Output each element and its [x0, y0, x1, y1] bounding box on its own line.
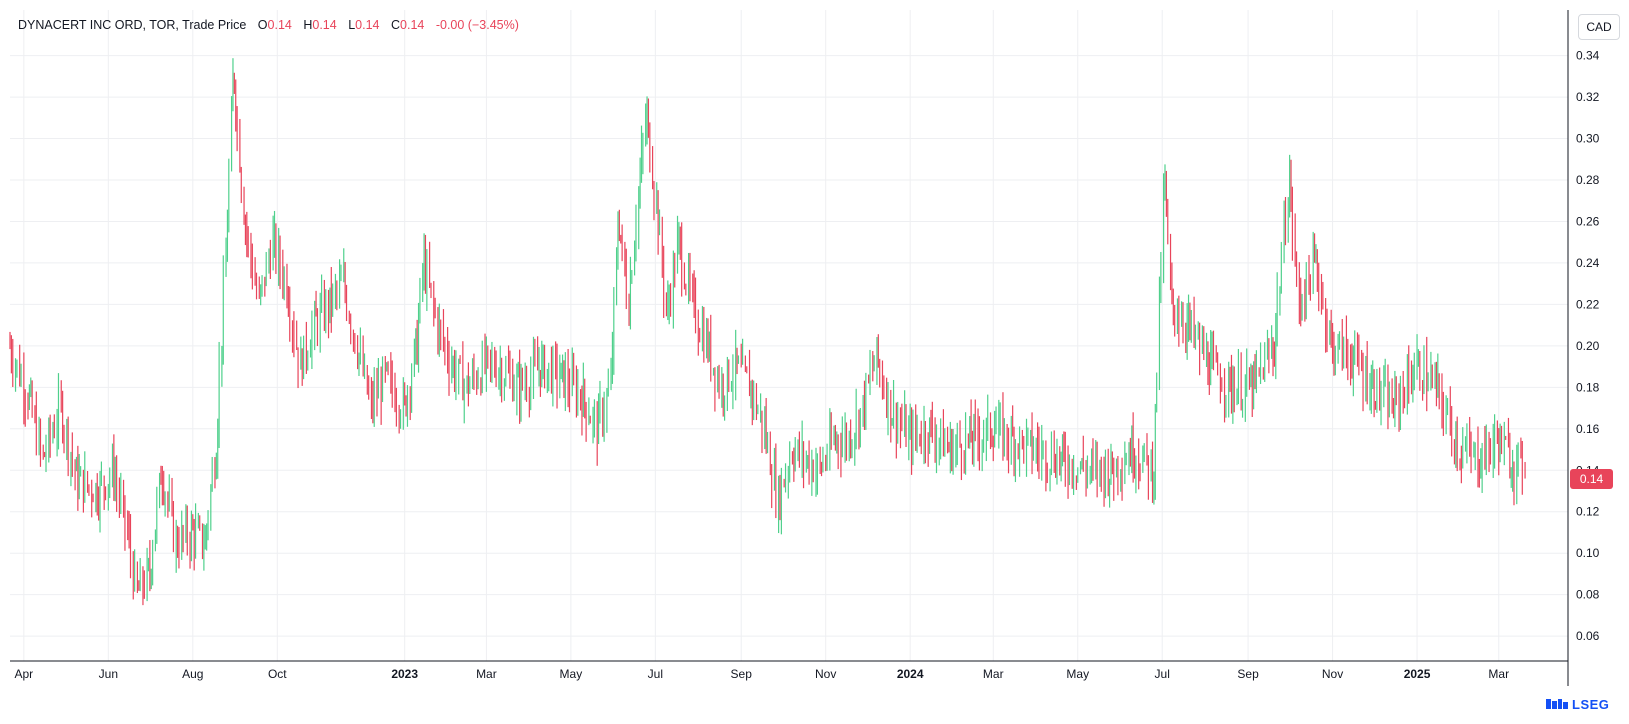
open-value: 0.14	[267, 18, 292, 32]
x-tick-label: 2025	[1404, 667, 1431, 681]
x-tick-label: May	[1066, 667, 1089, 681]
x-tick-label: 2023	[391, 667, 418, 681]
y-tick-label: 0.16	[1576, 422, 1600, 436]
close-label: C	[390, 18, 401, 32]
y-tick-label: 0.32	[1576, 90, 1600, 104]
x-tick-label: Jul	[648, 667, 663, 681]
currency-button[interactable]: CAD	[1578, 14, 1620, 40]
instrument-title: DYNACERT INC ORD, TOR, Trade Price	[18, 18, 247, 32]
change-value: -0.00 (−3.45%)	[435, 18, 519, 32]
chart-legend: DYNACERT INC ORD, TOR, Trade Price O0.14…	[18, 18, 519, 32]
y-tick-label: 0.30	[1576, 132, 1600, 146]
y-tick-label: 0.06	[1576, 629, 1600, 643]
x-tick-label: Sep	[1237, 667, 1259, 681]
x-tick-label: Apr	[15, 667, 34, 681]
x-tick-label: Sep	[731, 667, 753, 681]
x-tick-label: Nov	[1322, 667, 1343, 681]
y-tick-label: 0.22	[1576, 297, 1600, 311]
y-tick-label: 0.08	[1576, 588, 1600, 602]
y-tick-label: 0.28	[1576, 173, 1600, 187]
low-value: 0.14	[355, 18, 380, 32]
open-label: O	[257, 18, 268, 32]
last-price-tag: 0.14	[1570, 469, 1613, 489]
y-tick-label: 0.12	[1576, 505, 1600, 519]
x-tick-label: Jun	[99, 667, 118, 681]
x-tick-label: Mar	[983, 667, 1004, 681]
x-tick-label: May	[560, 667, 583, 681]
x-tick-label: Mar	[1488, 667, 1509, 681]
x-tick-label: Aug	[182, 667, 203, 681]
y-tick-label: 0.34	[1576, 49, 1600, 63]
x-tick-label: 2024	[897, 667, 924, 681]
lseg-logo[interactable]: LSEG	[1546, 697, 1609, 712]
x-tick-label: Mar	[476, 667, 497, 681]
y-tick-label: 0.24	[1576, 256, 1600, 270]
close-value: 0.14	[400, 18, 425, 32]
high-label: H	[303, 18, 313, 32]
x-tick-label: Nov	[815, 667, 836, 681]
brand-name: LSEG	[1572, 697, 1610, 712]
high-value: 0.14	[312, 18, 337, 32]
low-label: L	[348, 18, 356, 32]
x-tick-label: Jul	[1155, 667, 1170, 681]
y-tick-label: 0.10	[1576, 546, 1600, 560]
y-tick-label: 0.18	[1576, 380, 1600, 394]
y-tick-label: 0.20	[1576, 339, 1600, 353]
lseg-logo-icon	[1546, 699, 1568, 709]
y-tick-label: 0.26	[1576, 214, 1600, 228]
x-tick-label: Oct	[268, 667, 287, 681]
